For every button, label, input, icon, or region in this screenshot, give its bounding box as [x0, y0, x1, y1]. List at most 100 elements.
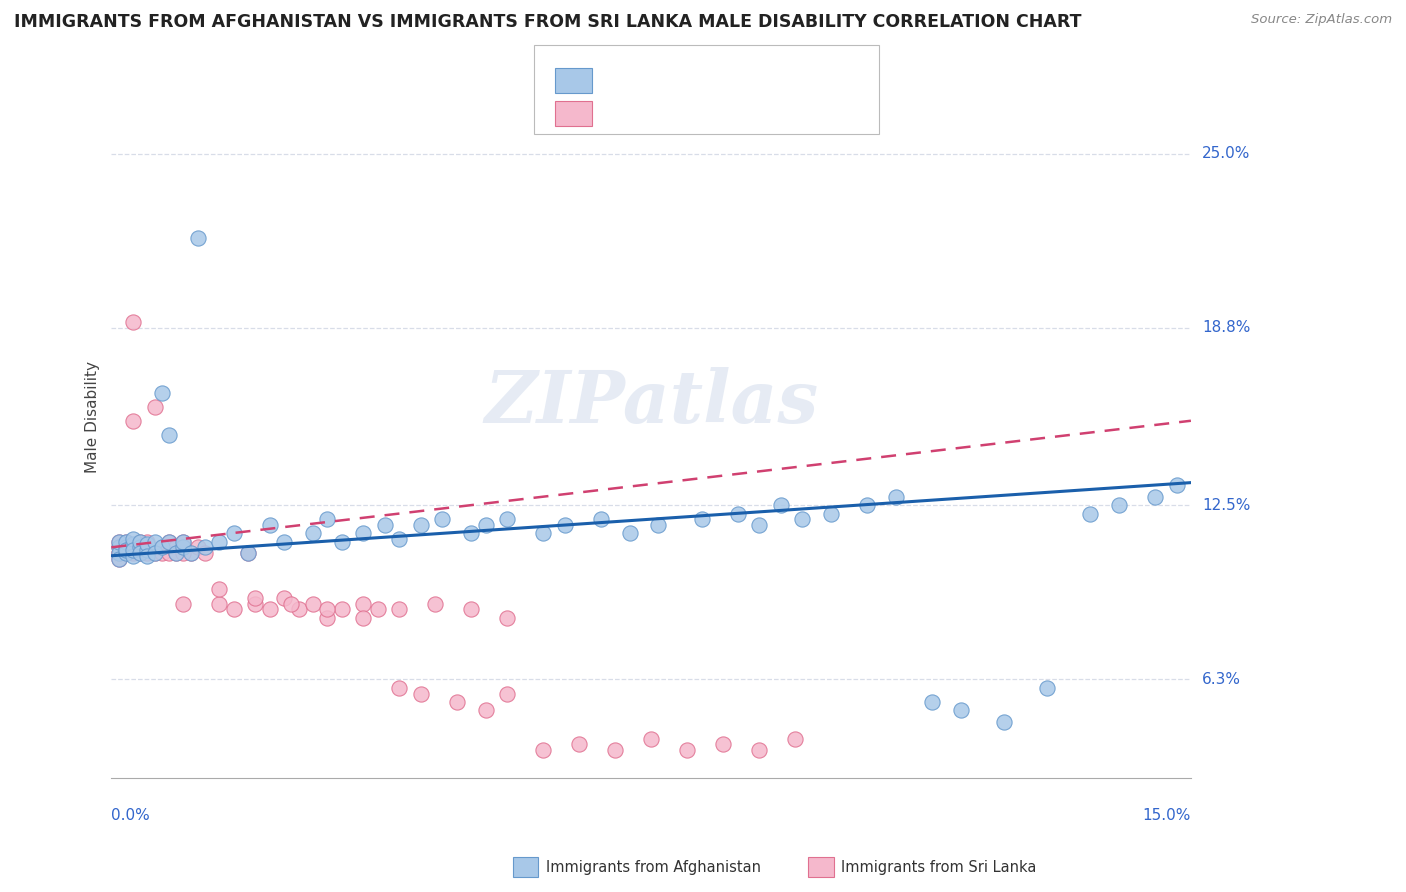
- Point: [122, 537, 145, 551]
- Point: [388, 532, 411, 546]
- Point: [245, 591, 267, 605]
- Point: [425, 597, 447, 611]
- Point: [388, 602, 411, 616]
- Point: [150, 385, 173, 400]
- Point: [316, 610, 339, 624]
- Point: [302, 597, 325, 611]
- Text: R = 0.125   N = 68: R = 0.125 N = 68: [606, 104, 776, 122]
- Point: [236, 546, 259, 560]
- Point: [114, 541, 136, 555]
- Point: [143, 400, 166, 414]
- Point: [129, 543, 152, 558]
- Text: Immigrants from Sri Lanka: Immigrants from Sri Lanka: [841, 860, 1036, 874]
- Point: [259, 517, 281, 532]
- Point: [107, 546, 129, 560]
- Point: [180, 546, 202, 560]
- Point: [792, 512, 814, 526]
- Point: [107, 541, 129, 555]
- Point: [172, 597, 194, 611]
- Point: [114, 543, 136, 558]
- Point: [208, 534, 231, 549]
- Point: [273, 591, 295, 605]
- Point: [1078, 507, 1101, 521]
- Point: [388, 681, 411, 695]
- Text: Source: ZipAtlas.com: Source: ZipAtlas.com: [1251, 13, 1392, 27]
- Point: [647, 517, 669, 532]
- Point: [554, 517, 576, 532]
- Point: [432, 512, 454, 526]
- Point: [129, 546, 152, 560]
- Text: 6.3%: 6.3%: [1202, 672, 1241, 687]
- Point: [245, 597, 267, 611]
- Point: [236, 546, 259, 560]
- Point: [474, 517, 496, 532]
- Point: [107, 534, 129, 549]
- Point: [194, 546, 217, 560]
- Point: [114, 534, 136, 549]
- Point: [1108, 498, 1130, 512]
- Point: [143, 546, 166, 560]
- Point: [287, 602, 309, 616]
- Point: [1143, 490, 1166, 504]
- Point: [496, 610, 519, 624]
- Point: [367, 602, 389, 616]
- Point: [122, 414, 145, 428]
- Point: [136, 537, 159, 551]
- Point: [531, 743, 554, 757]
- Point: [374, 517, 396, 532]
- Point: [172, 541, 194, 555]
- Point: [172, 534, 194, 549]
- Point: [330, 534, 353, 549]
- Point: [165, 546, 187, 560]
- Point: [107, 551, 129, 566]
- Point: [748, 743, 770, 757]
- Point: [352, 597, 374, 611]
- Point: [143, 546, 166, 560]
- Point: [446, 695, 468, 709]
- Text: Immigrants from Afghanistan: Immigrants from Afghanistan: [546, 860, 761, 874]
- Point: [114, 546, 136, 560]
- Point: [208, 582, 231, 597]
- Point: [589, 512, 612, 526]
- Point: [107, 546, 129, 560]
- Text: ZIPatlas: ZIPatlas: [484, 367, 818, 438]
- Point: [143, 534, 166, 549]
- Point: [129, 546, 152, 560]
- Point: [157, 534, 180, 549]
- Point: [122, 315, 145, 329]
- Point: [129, 534, 152, 549]
- Point: [1036, 681, 1059, 695]
- Point: [496, 687, 519, 701]
- Point: [157, 546, 180, 560]
- Point: [107, 541, 129, 555]
- Point: [122, 543, 145, 558]
- Point: [884, 490, 907, 504]
- Point: [122, 541, 145, 555]
- Point: [114, 534, 136, 549]
- Point: [172, 546, 194, 560]
- Point: [856, 498, 879, 512]
- Point: [496, 512, 519, 526]
- Point: [150, 541, 173, 555]
- Point: [769, 498, 792, 512]
- Point: [129, 541, 152, 555]
- Point: [114, 543, 136, 558]
- Point: [107, 551, 129, 566]
- Text: 18.8%: 18.8%: [1202, 320, 1250, 335]
- Point: [690, 512, 713, 526]
- Point: [222, 526, 245, 541]
- Point: [107, 546, 129, 560]
- Point: [993, 714, 1015, 729]
- Point: [114, 541, 136, 555]
- Point: [136, 549, 159, 563]
- Point: [222, 602, 245, 616]
- Point: [460, 526, 482, 541]
- Point: [122, 546, 145, 560]
- Text: 0.0%: 0.0%: [111, 808, 150, 823]
- Text: R = 0.190   N = 67: R = 0.190 N = 67: [606, 71, 776, 89]
- Point: [949, 703, 972, 717]
- Point: [114, 546, 136, 560]
- Point: [122, 532, 145, 546]
- Point: [187, 541, 209, 555]
- Point: [157, 534, 180, 549]
